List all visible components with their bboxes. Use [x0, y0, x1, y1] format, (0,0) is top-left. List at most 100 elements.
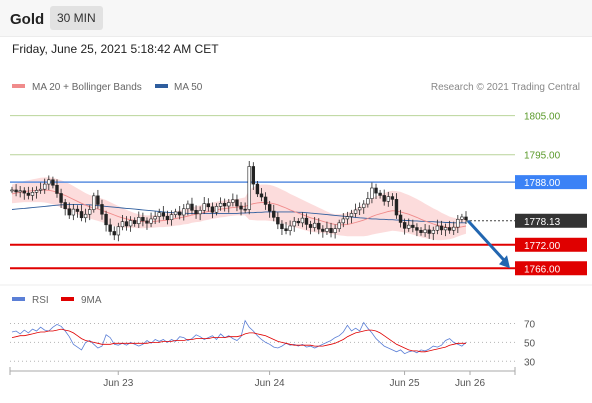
rsi-legend-swatch — [12, 297, 25, 301]
candle-body — [308, 224, 313, 228]
candle-body — [96, 195, 100, 205]
candle-body — [75, 208, 80, 212]
candle-body — [341, 218, 345, 224]
candle-body — [161, 212, 166, 217]
candle-body — [419, 229, 423, 233]
candle-body — [100, 204, 104, 215]
candle-body — [464, 216, 468, 221]
ma20-legend-label: MA 20 + Bollinger Bands — [32, 82, 142, 93]
candle-body — [386, 196, 390, 202]
candle-body — [370, 187, 374, 199]
candle-body — [38, 188, 43, 191]
candle-body — [71, 208, 76, 216]
candle-body — [431, 229, 435, 234]
candle-body — [190, 203, 194, 211]
candle-body — [157, 212, 161, 217]
candle-body — [59, 193, 63, 203]
candle-body — [251, 166, 256, 185]
candle-body — [345, 216, 350, 220]
candle-body — [47, 179, 51, 185]
interval-button[interactable]: 30 MIN — [50, 6, 103, 30]
candle-body — [137, 217, 141, 224]
resistance-level-label: 1788.00 — [524, 178, 561, 189]
candle-body — [357, 207, 362, 211]
rsi-ma-line — [11, 328, 466, 353]
ma50-legend-swatch — [155, 84, 168, 88]
candle-body — [30, 192, 35, 196]
candle-body — [108, 224, 112, 232]
candle-body — [292, 220, 296, 227]
candle-body — [26, 192, 31, 196]
candle-body — [43, 183, 47, 190]
candle-body — [394, 199, 399, 216]
candle-body — [169, 214, 174, 221]
candle-body — [280, 223, 284, 230]
candle-body — [202, 203, 206, 211]
forecast-arrow-shaft — [466, 219, 507, 263]
candle-body — [112, 231, 116, 236]
candle-body — [247, 166, 251, 210]
candle-body — [284, 228, 288, 231]
candle-body — [63, 202, 67, 210]
x-tick-label: Jun 23 — [103, 378, 133, 389]
candle-body — [427, 229, 431, 234]
candle-body — [22, 190, 26, 194]
candle-body — [173, 211, 178, 215]
current-price-label: 1778.13 — [524, 217, 561, 228]
ma50-line — [11, 203, 466, 224]
candle-body — [435, 225, 440, 231]
candle-body — [362, 203, 366, 208]
candle-body — [382, 195, 386, 202]
candle-body — [276, 217, 280, 225]
support-label-box — [515, 261, 587, 276]
candle-body — [141, 217, 145, 222]
candle-body — [120, 221, 125, 228]
candle-body — [104, 213, 108, 226]
levels-layer — [10, 115, 515, 270]
candle-body — [18, 190, 22, 193]
candle-body — [116, 226, 121, 236]
candle-body — [243, 208, 247, 211]
support-level-label: 1766.00 — [524, 264, 561, 275]
candle-body — [439, 225, 444, 231]
candle-body — [67, 208, 71, 216]
candle-body — [349, 213, 354, 217]
candle-body — [210, 206, 215, 213]
x-tick-label: Jun 25 — [390, 378, 420, 389]
candle-body — [300, 217, 305, 224]
support-label-box — [515, 237, 587, 252]
rsi-tick-label: 50 — [524, 338, 536, 349]
target-level-label: 1805.00 — [524, 112, 561, 123]
candle-body — [227, 202, 231, 207]
ma20-legend-swatch — [12, 84, 25, 88]
candle-body — [460, 216, 464, 220]
candle-body — [55, 184, 59, 194]
x-tick-layer: Jun 23 Jun 24 Jun 25 Jun 26 — [103, 371, 485, 389]
candle-body — [321, 228, 325, 232]
candle-body — [415, 227, 419, 231]
candle-body — [288, 225, 292, 231]
candle-body — [423, 229, 427, 233]
candle-body — [411, 224, 415, 228]
rsi-layer: 70 50 30 — [10, 319, 536, 368]
timestamp-text: Friday, June 25, 2021 5:18:42 AM CET — [12, 42, 219, 56]
candle-body — [456, 219, 460, 228]
candle-body — [272, 210, 276, 218]
candle-body — [398, 214, 403, 223]
candle-body — [51, 179, 55, 186]
candle-body — [407, 224, 411, 229]
candle-body — [263, 196, 268, 205]
candle-body — [198, 210, 202, 215]
x-tick-label: Jun 26 — [455, 378, 485, 389]
candle-body — [259, 193, 264, 198]
candle-body — [206, 203, 211, 208]
candle-body — [186, 203, 190, 210]
candle-body — [124, 221, 129, 227]
candle-body — [304, 217, 309, 225]
candle-body — [218, 202, 223, 207]
candle-body — [133, 220, 137, 224]
candle-body — [194, 210, 198, 215]
candle-body — [239, 205, 243, 210]
candle-body — [145, 220, 149, 224]
